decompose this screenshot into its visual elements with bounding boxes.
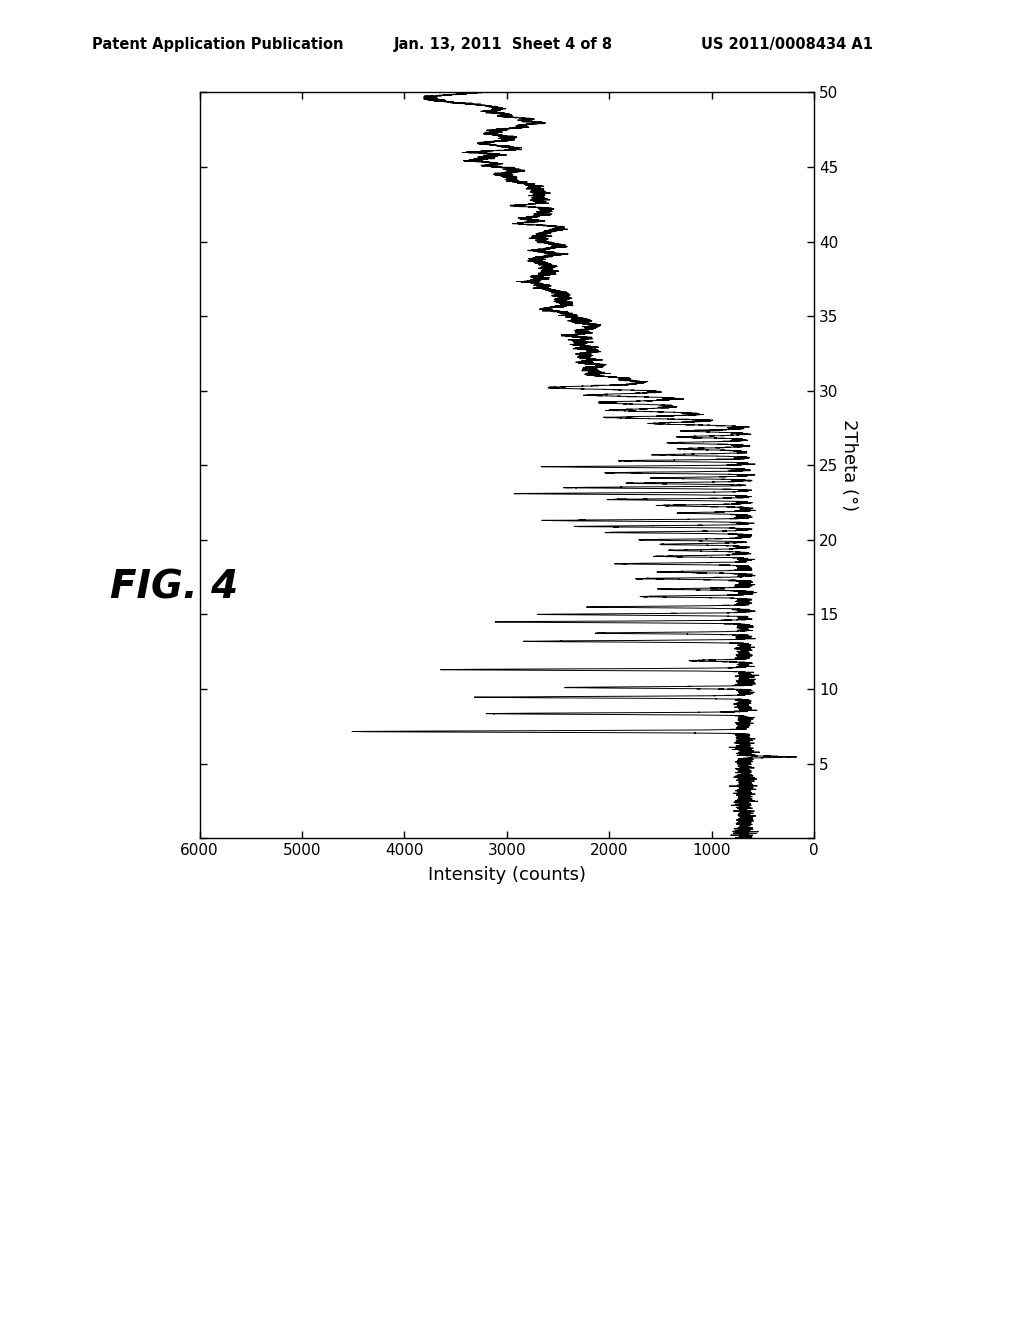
- Text: Patent Application Publication: Patent Application Publication: [92, 37, 344, 51]
- Text: FIG. 4: FIG. 4: [110, 569, 238, 606]
- Text: US 2011/0008434 A1: US 2011/0008434 A1: [701, 37, 873, 51]
- X-axis label: Intensity (counts): Intensity (counts): [428, 866, 586, 884]
- Text: Jan. 13, 2011  Sheet 4 of 8: Jan. 13, 2011 Sheet 4 of 8: [394, 37, 613, 51]
- Y-axis label: 2Theta (°): 2Theta (°): [840, 420, 858, 511]
